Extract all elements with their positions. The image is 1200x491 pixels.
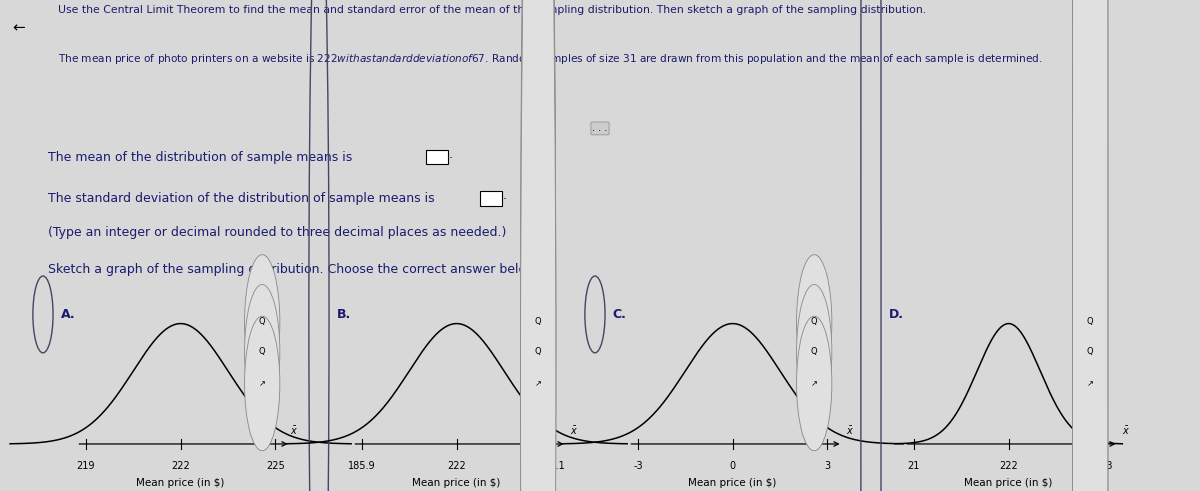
- Text: Q: Q: [535, 317, 541, 327]
- Circle shape: [521, 0, 556, 491]
- Text: Q: Q: [811, 347, 817, 356]
- Text: Q: Q: [259, 347, 265, 356]
- Text: Q: Q: [1087, 317, 1093, 327]
- Text: The mean of the distribution of sample means is: The mean of the distribution of sample m…: [48, 151, 360, 164]
- Circle shape: [1073, 0, 1108, 491]
- Text: $\bar{x}$: $\bar{x}$: [570, 425, 578, 436]
- Text: ↗: ↗: [259, 379, 265, 388]
- Text: $\bar{x}$: $\bar{x}$: [1122, 425, 1130, 436]
- Text: C.: C.: [613, 308, 626, 321]
- Circle shape: [521, 0, 556, 491]
- Text: .: .: [503, 189, 506, 202]
- Text: (Type an integer or decimal rounded to three decimal places as needed.): (Type an integer or decimal rounded to t…: [48, 226, 506, 239]
- Text: 0: 0: [730, 461, 736, 471]
- Text: 21: 21: [907, 461, 920, 471]
- Text: 225: 225: [266, 461, 284, 471]
- Circle shape: [521, 0, 556, 491]
- Text: . . .: . . .: [593, 123, 607, 134]
- Text: $\bar{x}$: $\bar{x}$: [290, 425, 299, 436]
- Circle shape: [797, 255, 832, 389]
- FancyBboxPatch shape: [480, 191, 502, 206]
- Circle shape: [797, 284, 832, 419]
- Circle shape: [245, 316, 280, 451]
- Circle shape: [245, 255, 280, 389]
- Text: Q: Q: [259, 317, 265, 327]
- Text: ↗: ↗: [811, 379, 817, 388]
- Text: Mean price (in $): Mean price (in $): [965, 478, 1052, 488]
- Text: Mean price (in $): Mean price (in $): [689, 478, 776, 488]
- Text: A.: A.: [60, 308, 76, 321]
- Text: 222: 222: [1000, 461, 1018, 471]
- Circle shape: [1073, 0, 1108, 491]
- Text: Q: Q: [1087, 347, 1093, 356]
- Text: Q: Q: [535, 347, 541, 356]
- Text: -3: -3: [634, 461, 643, 471]
- Circle shape: [797, 316, 832, 451]
- Text: B.: B.: [336, 308, 350, 321]
- Text: The standard deviation of the distribution of sample means is: The standard deviation of the distributi…: [48, 192, 443, 205]
- Text: 222: 222: [448, 461, 466, 471]
- Text: $\bar{x}$: $\bar{x}$: [846, 425, 854, 436]
- Text: D.: D.: [888, 308, 904, 321]
- Text: ↗: ↗: [1087, 379, 1093, 388]
- Text: 3: 3: [824, 461, 830, 471]
- FancyBboxPatch shape: [426, 150, 448, 164]
- Circle shape: [245, 284, 280, 419]
- Text: 423: 423: [1094, 461, 1112, 471]
- Text: $\leftarrow$: $\leftarrow$: [10, 20, 26, 34]
- Text: 258.1: 258.1: [538, 461, 565, 471]
- Text: Sketch a graph of the sampling distribution. Choose the correct answer below.: Sketch a graph of the sampling distribut…: [48, 263, 539, 276]
- Circle shape: [1073, 0, 1108, 491]
- Text: Use the Central Limit Theorem to find the mean and standard error of the mean of: Use the Central Limit Theorem to find th…: [58, 5, 925, 15]
- Text: 185.9: 185.9: [348, 461, 376, 471]
- Text: 219: 219: [77, 461, 95, 471]
- Text: Mean price (in $): Mean price (in $): [137, 478, 224, 488]
- Text: Mean price (in $): Mean price (in $): [413, 478, 500, 488]
- Text: ↗: ↗: [535, 379, 541, 388]
- Text: The mean price of photo printers on a website is $222 with a standard deviation : The mean price of photo printers on a we…: [58, 52, 1043, 66]
- Text: 222: 222: [172, 461, 190, 471]
- Text: Q: Q: [811, 317, 817, 327]
- Text: .: .: [449, 148, 452, 161]
